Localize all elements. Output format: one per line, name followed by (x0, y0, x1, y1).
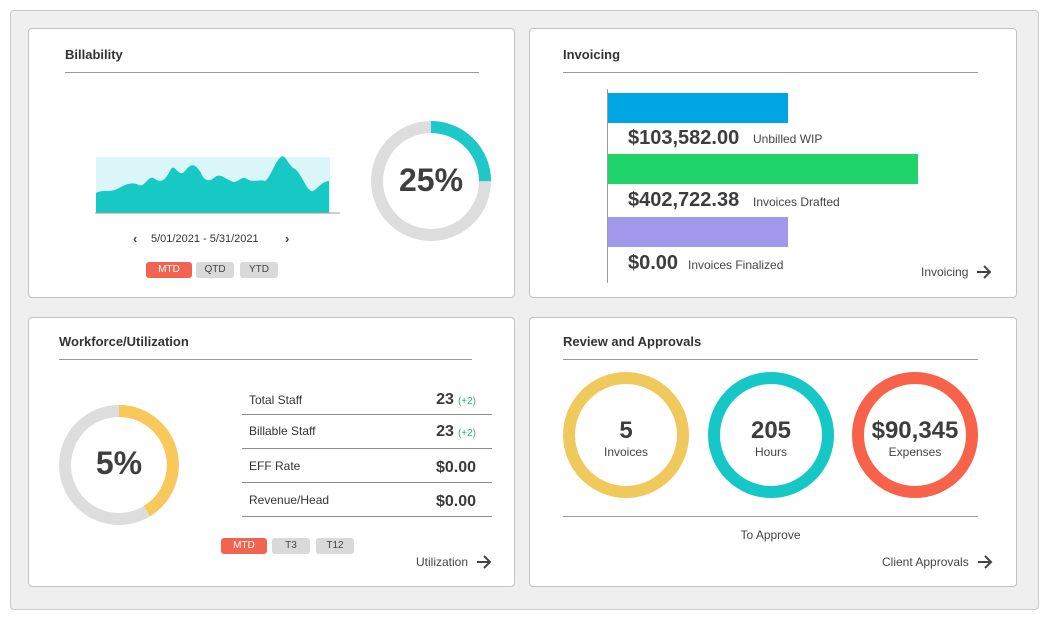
stat-row-eff-rate: EFF Rate $0.00 (242, 449, 492, 483)
billability-card: Billability ‹ 5/01/2021 - 5/31/2021 › MT… (28, 28, 515, 298)
approvals-caption: To Approve (740, 528, 801, 542)
approvals-label-expenses: Expenses (888, 445, 942, 459)
approvals-label-hours: Hours (754, 445, 787, 459)
stat-value: $0.00 (436, 493, 476, 511)
approvals-label-invoices: Invoices (603, 445, 649, 459)
invoicing-label-finalized: Invoices Finalized (688, 258, 784, 272)
utilization-link[interactable]: Utilization (416, 555, 492, 569)
invoicing-amount-finalized: $0.00 (628, 252, 679, 274)
stat-number: 23 (436, 391, 454, 408)
approvals-ring-expenses[interactable] (850, 370, 980, 500)
invoicing-title-rule (563, 72, 978, 73)
approvals-ring-hours[interactable] (706, 370, 836, 500)
invoicing-label-drafted: Invoices Drafted (753, 195, 840, 209)
workforce-period-t12[interactable]: T12 (316, 538, 354, 554)
approvals-value-expenses: $90,345 (871, 417, 959, 444)
client-approvals-link[interactable]: Client Approvals (882, 555, 993, 569)
billability-donut (371, 121, 491, 241)
approvals-value-invoices: 5 (619, 417, 633, 444)
billability-period-qtd[interactable]: QTD (196, 262, 234, 278)
approvals-card: Review and Approvals 5 Invoices 205 Hour… (529, 317, 1017, 587)
workforce-period-t3[interactable]: T3 (272, 538, 310, 554)
stat-number: $0.00 (435, 493, 476, 510)
chevron-left-icon[interactable]: ‹ (133, 231, 138, 246)
client-approvals-link-label: Client Approvals (882, 555, 969, 569)
approvals-title: Review and Approvals (563, 334, 702, 349)
workforce-percent: 5% (95, 445, 143, 481)
stat-label: Revenue/Head (249, 493, 330, 507)
workforce-title-rule (59, 359, 472, 360)
workforce-period-mtd[interactable]: MTD (221, 538, 267, 554)
billability-donut-arc (371, 121, 491, 241)
stat-row-billable-staff: Billable Staff 23 (+2) (242, 415, 492, 449)
invoicing-bar-unbilled[interactable] (608, 93, 788, 123)
billability-percent: 25% (398, 162, 464, 198)
billability-title-rule (65, 72, 479, 73)
utilization-link-label: Utilization (416, 555, 469, 569)
invoicing-axis (607, 89, 608, 283)
chevron-right-icon[interactable]: › (285, 231, 290, 246)
invoicing-bar-finalized[interactable] (608, 217, 788, 247)
stat-row-total-staff: Total Staff 23 (+2) (242, 381, 492, 415)
stat-label: Total Staff (249, 393, 303, 407)
invoicing-link[interactable]: Invoicing (921, 265, 992, 279)
billability-title: Billability (65, 47, 123, 62)
stat-delta: (+2) (457, 428, 476, 439)
stat-label: EFF Rate (249, 459, 301, 473)
billability-period-mtd[interactable]: MTD (146, 262, 192, 278)
invoicing-amount-unbilled: $103,582.00 (628, 127, 740, 149)
stat-label: Billable Staff (249, 424, 316, 438)
invoicing-link-label: Invoicing (921, 265, 969, 279)
billability-period-ytd[interactable]: YTD (240, 262, 278, 278)
approvals-divider (563, 516, 978, 517)
invoicing-amount-drafted: $402,722.38 (628, 189, 740, 211)
invoicing-label-unbilled: Unbilled WIP (753, 132, 823, 146)
approvals-value-hours: 205 (750, 417, 792, 444)
billability-area-chart (95, 156, 340, 214)
billability-date-range: 5/01/2021 - 5/31/2021 (151, 233, 259, 245)
approvals-ring-invoices[interactable] (561, 370, 691, 500)
stat-value: 23 (+2) (436, 423, 476, 441)
invoicing-card: Invoicing $103,582.00 Unbilled WIP $402,… (529, 28, 1017, 298)
workforce-title: Workforce/Utilization (59, 334, 189, 349)
invoicing-bar-drafted[interactable] (608, 154, 918, 184)
stat-number: $0.00 (435, 459, 476, 476)
stat-number: 23 (436, 423, 454, 440)
stat-row-revenue-head: Revenue/Head $0.00 (242, 483, 492, 517)
workforce-donut-arc (118, 405, 179, 517)
invoicing-title: Invoicing (563, 47, 621, 62)
arrow-right-icon (477, 555, 492, 569)
approvals-title-rule (563, 359, 978, 360)
workforce-donut (59, 405, 179, 525)
workforce-card: Workforce/Utilization 5% Total Staff 23(… (28, 317, 515, 587)
stat-delta: (+2) (457, 396, 476, 407)
stat-value: 23 (+2) (436, 391, 476, 409)
arrow-right-icon (977, 555, 993, 569)
stat-value: $0.00 (436, 459, 476, 477)
area-chart-series (96, 156, 329, 213)
arrow-right-icon (977, 265, 992, 279)
